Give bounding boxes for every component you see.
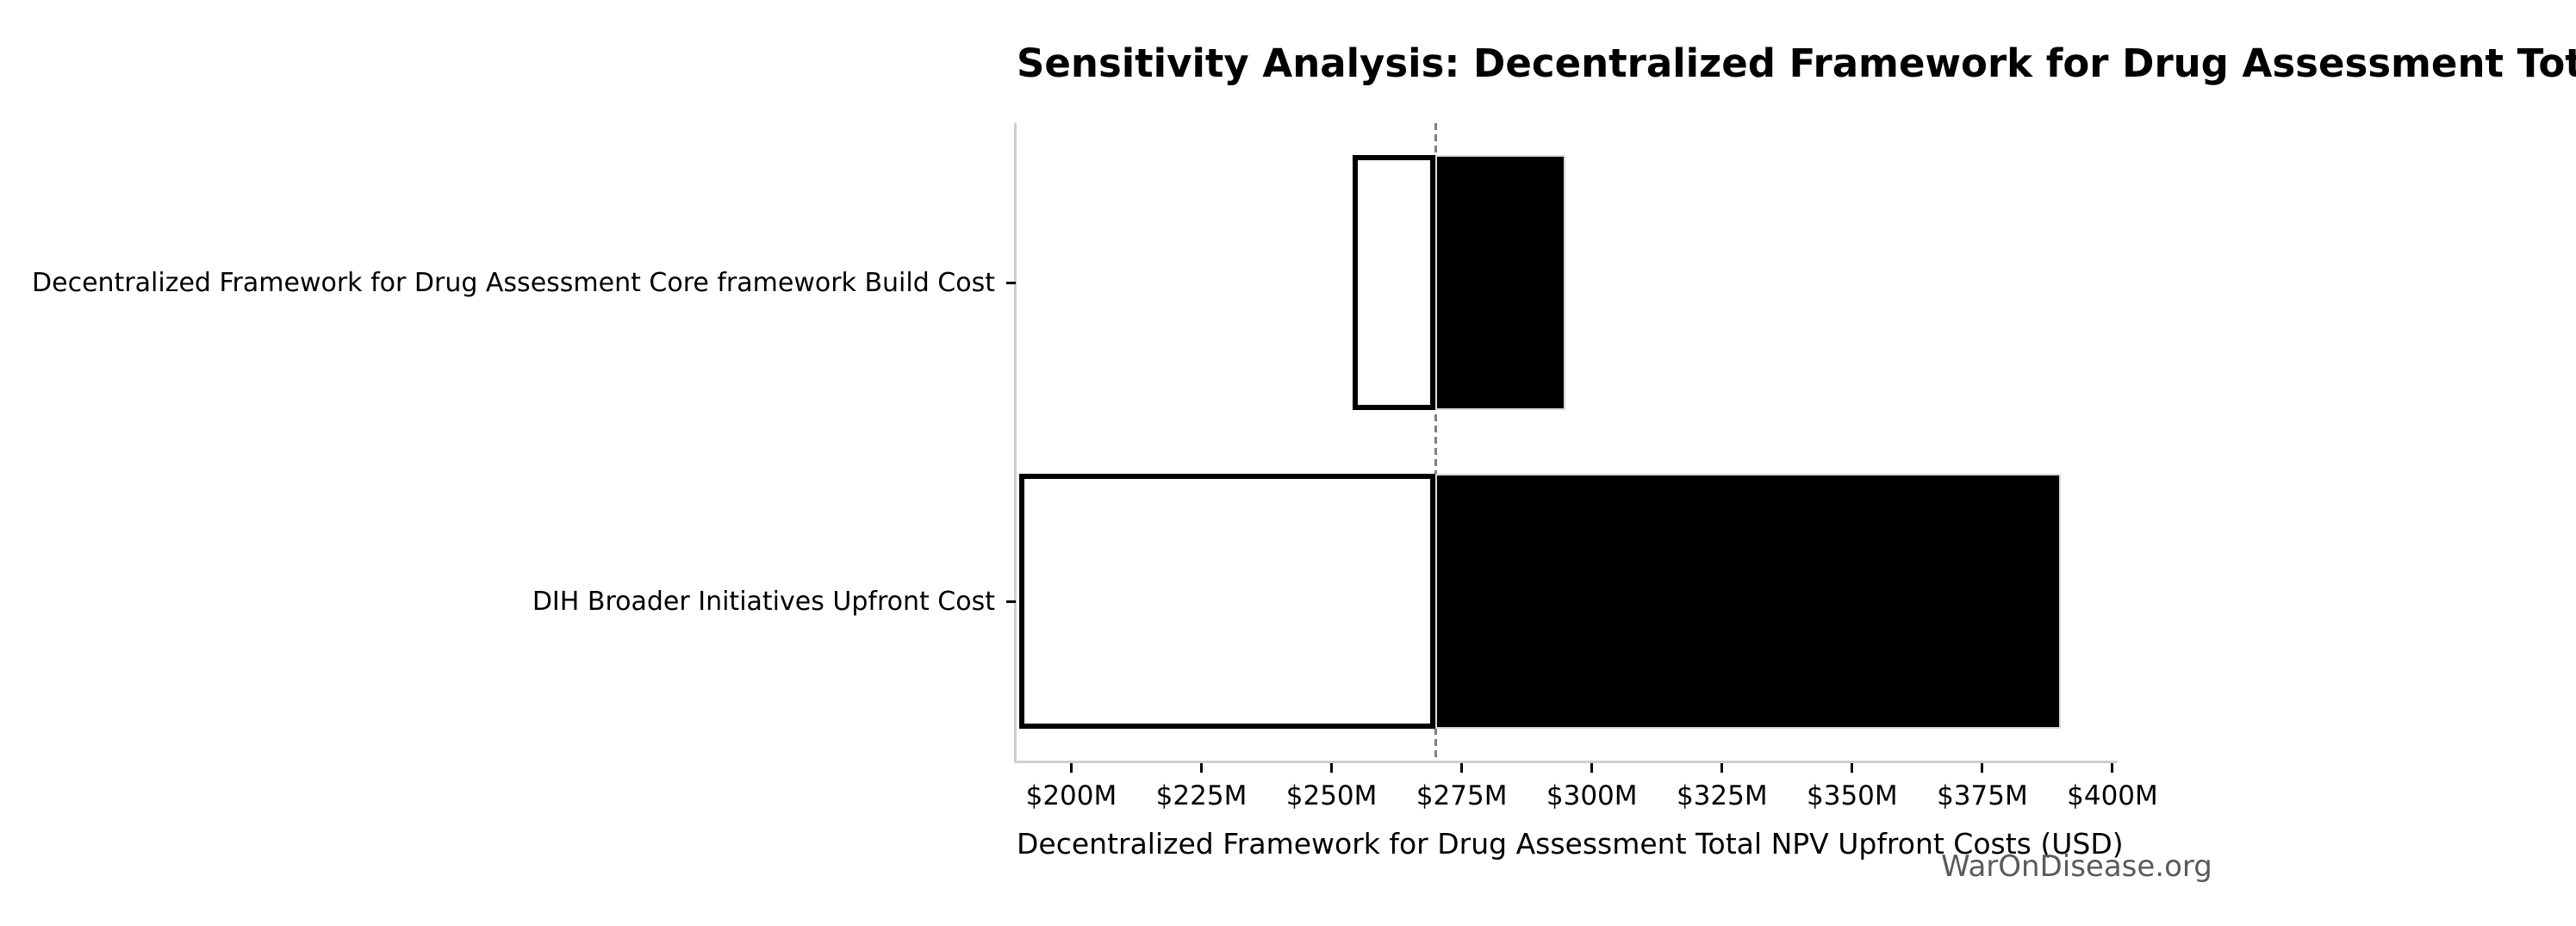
bar-high-segment xyxy=(1435,155,1566,410)
y-tick-label: Decentralized Framework for Drug Assessm… xyxy=(32,268,995,298)
x-tick-label: $325M xyxy=(1676,780,1768,811)
x-tick-mark xyxy=(1460,763,1464,773)
x-tick-label: $375M xyxy=(1937,780,2028,811)
x-tick-mark xyxy=(1720,763,1724,773)
plot-area xyxy=(1017,123,2115,761)
x-tick-mark xyxy=(1981,763,1984,773)
x-tick-label: $250M xyxy=(1285,780,1378,811)
y-axis-spine xyxy=(1014,123,1017,763)
watermark: WarOnDisease.org xyxy=(1941,849,2212,884)
x-tick-mark xyxy=(1851,763,1854,773)
y-tick-label: DIH Broader Initiatives Upfront Cost xyxy=(532,587,995,617)
x-tick-label: $350M xyxy=(1807,780,1898,811)
x-tick-mark xyxy=(1330,763,1334,773)
chart-title: Sensitivity Analysis: Decentralized Fram… xyxy=(1017,40,2576,86)
bar-low-segment xyxy=(1019,474,1436,729)
bar-high-segment xyxy=(1435,474,2061,729)
x-tick-label: $300M xyxy=(1546,780,1638,811)
bar-low-segment xyxy=(1352,155,1436,410)
y-tick-mark xyxy=(1006,281,1016,284)
y-tick-mark xyxy=(1006,600,1016,603)
x-tick-mark xyxy=(2111,763,2114,773)
x-tick-mark xyxy=(1200,763,1203,773)
x-tick-label: $200M xyxy=(1025,780,1117,811)
baseline-dashed-line xyxy=(1434,123,1437,761)
x-tick-mark xyxy=(1590,763,1594,773)
x-tick-label: $400M xyxy=(2067,780,2158,811)
x-tick-mark xyxy=(1069,763,1073,773)
x-tick-label: $225M xyxy=(1155,780,1248,811)
x-axis-spine xyxy=(1014,761,2118,763)
x-axis-label: Decentralized Framework for Drug Assessm… xyxy=(1017,827,2124,861)
x-tick-label: $275M xyxy=(1416,780,1508,811)
